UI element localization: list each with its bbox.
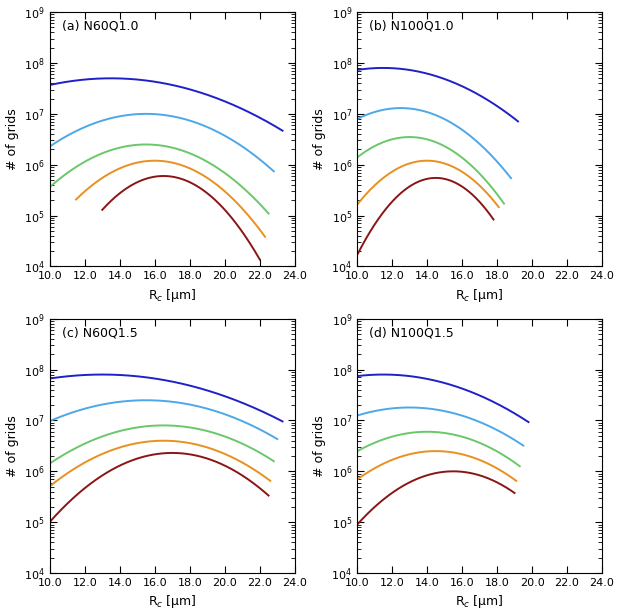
X-axis label: R$_c$ [μm]: R$_c$ [μm] — [455, 287, 504, 304]
Text: (a) N60Q1.0: (a) N60Q1.0 — [62, 20, 138, 33]
Y-axis label: # of grids: # of grids — [312, 415, 326, 477]
X-axis label: R$_c$ [μm]: R$_c$ [μm] — [455, 593, 504, 610]
X-axis label: R$_c$ [μm]: R$_c$ [μm] — [148, 287, 197, 304]
Y-axis label: # of grids: # of grids — [312, 108, 326, 170]
Text: (d) N100Q1.5: (d) N100Q1.5 — [370, 326, 454, 339]
Y-axis label: # of grids: # of grids — [6, 108, 19, 170]
Text: (c) N60Q1.5: (c) N60Q1.5 — [62, 326, 138, 339]
X-axis label: R$_c$ [μm]: R$_c$ [μm] — [148, 593, 197, 610]
Text: (b) N100Q1.0: (b) N100Q1.0 — [370, 20, 454, 33]
Y-axis label: # of grids: # of grids — [6, 415, 19, 477]
